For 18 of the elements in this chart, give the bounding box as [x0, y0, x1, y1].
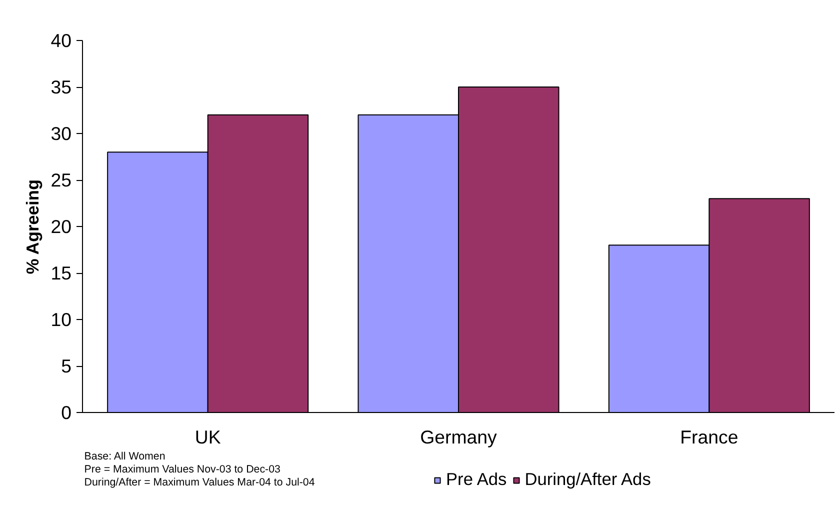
y-axis-title: % Agreeing — [22, 179, 43, 274]
y-tick-label: 40 — [50, 30, 72, 51]
y-tick-label: 35 — [50, 76, 72, 98]
x-tick-label: Germany — [420, 426, 498, 448]
legend-label: During/After Ads — [524, 469, 651, 490]
x-tick-label: UK — [194, 426, 222, 448]
legend-label: Pre Ads — [446, 469, 507, 490]
text: Pre = Maximum Values Nov-03 to Dec-03 — [84, 464, 280, 476]
text: During/After = Maximum Values Mar-04 to Jul-04 — [84, 476, 315, 488]
y-tick-label: 5 — [61, 356, 72, 376]
text: Base: All Women — [84, 450, 166, 462]
y-tick-label: 30 — [50, 123, 72, 144]
y-tick-label: 15 — [50, 262, 72, 284]
y-tick-label: 0 — [61, 402, 72, 423]
y-tick-label: 10 — [50, 309, 72, 330]
y-tick-label: 25 — [50, 170, 72, 190]
x-tick-label: France — [680, 426, 738, 448]
y-tick-label: 20 — [50, 216, 72, 237]
